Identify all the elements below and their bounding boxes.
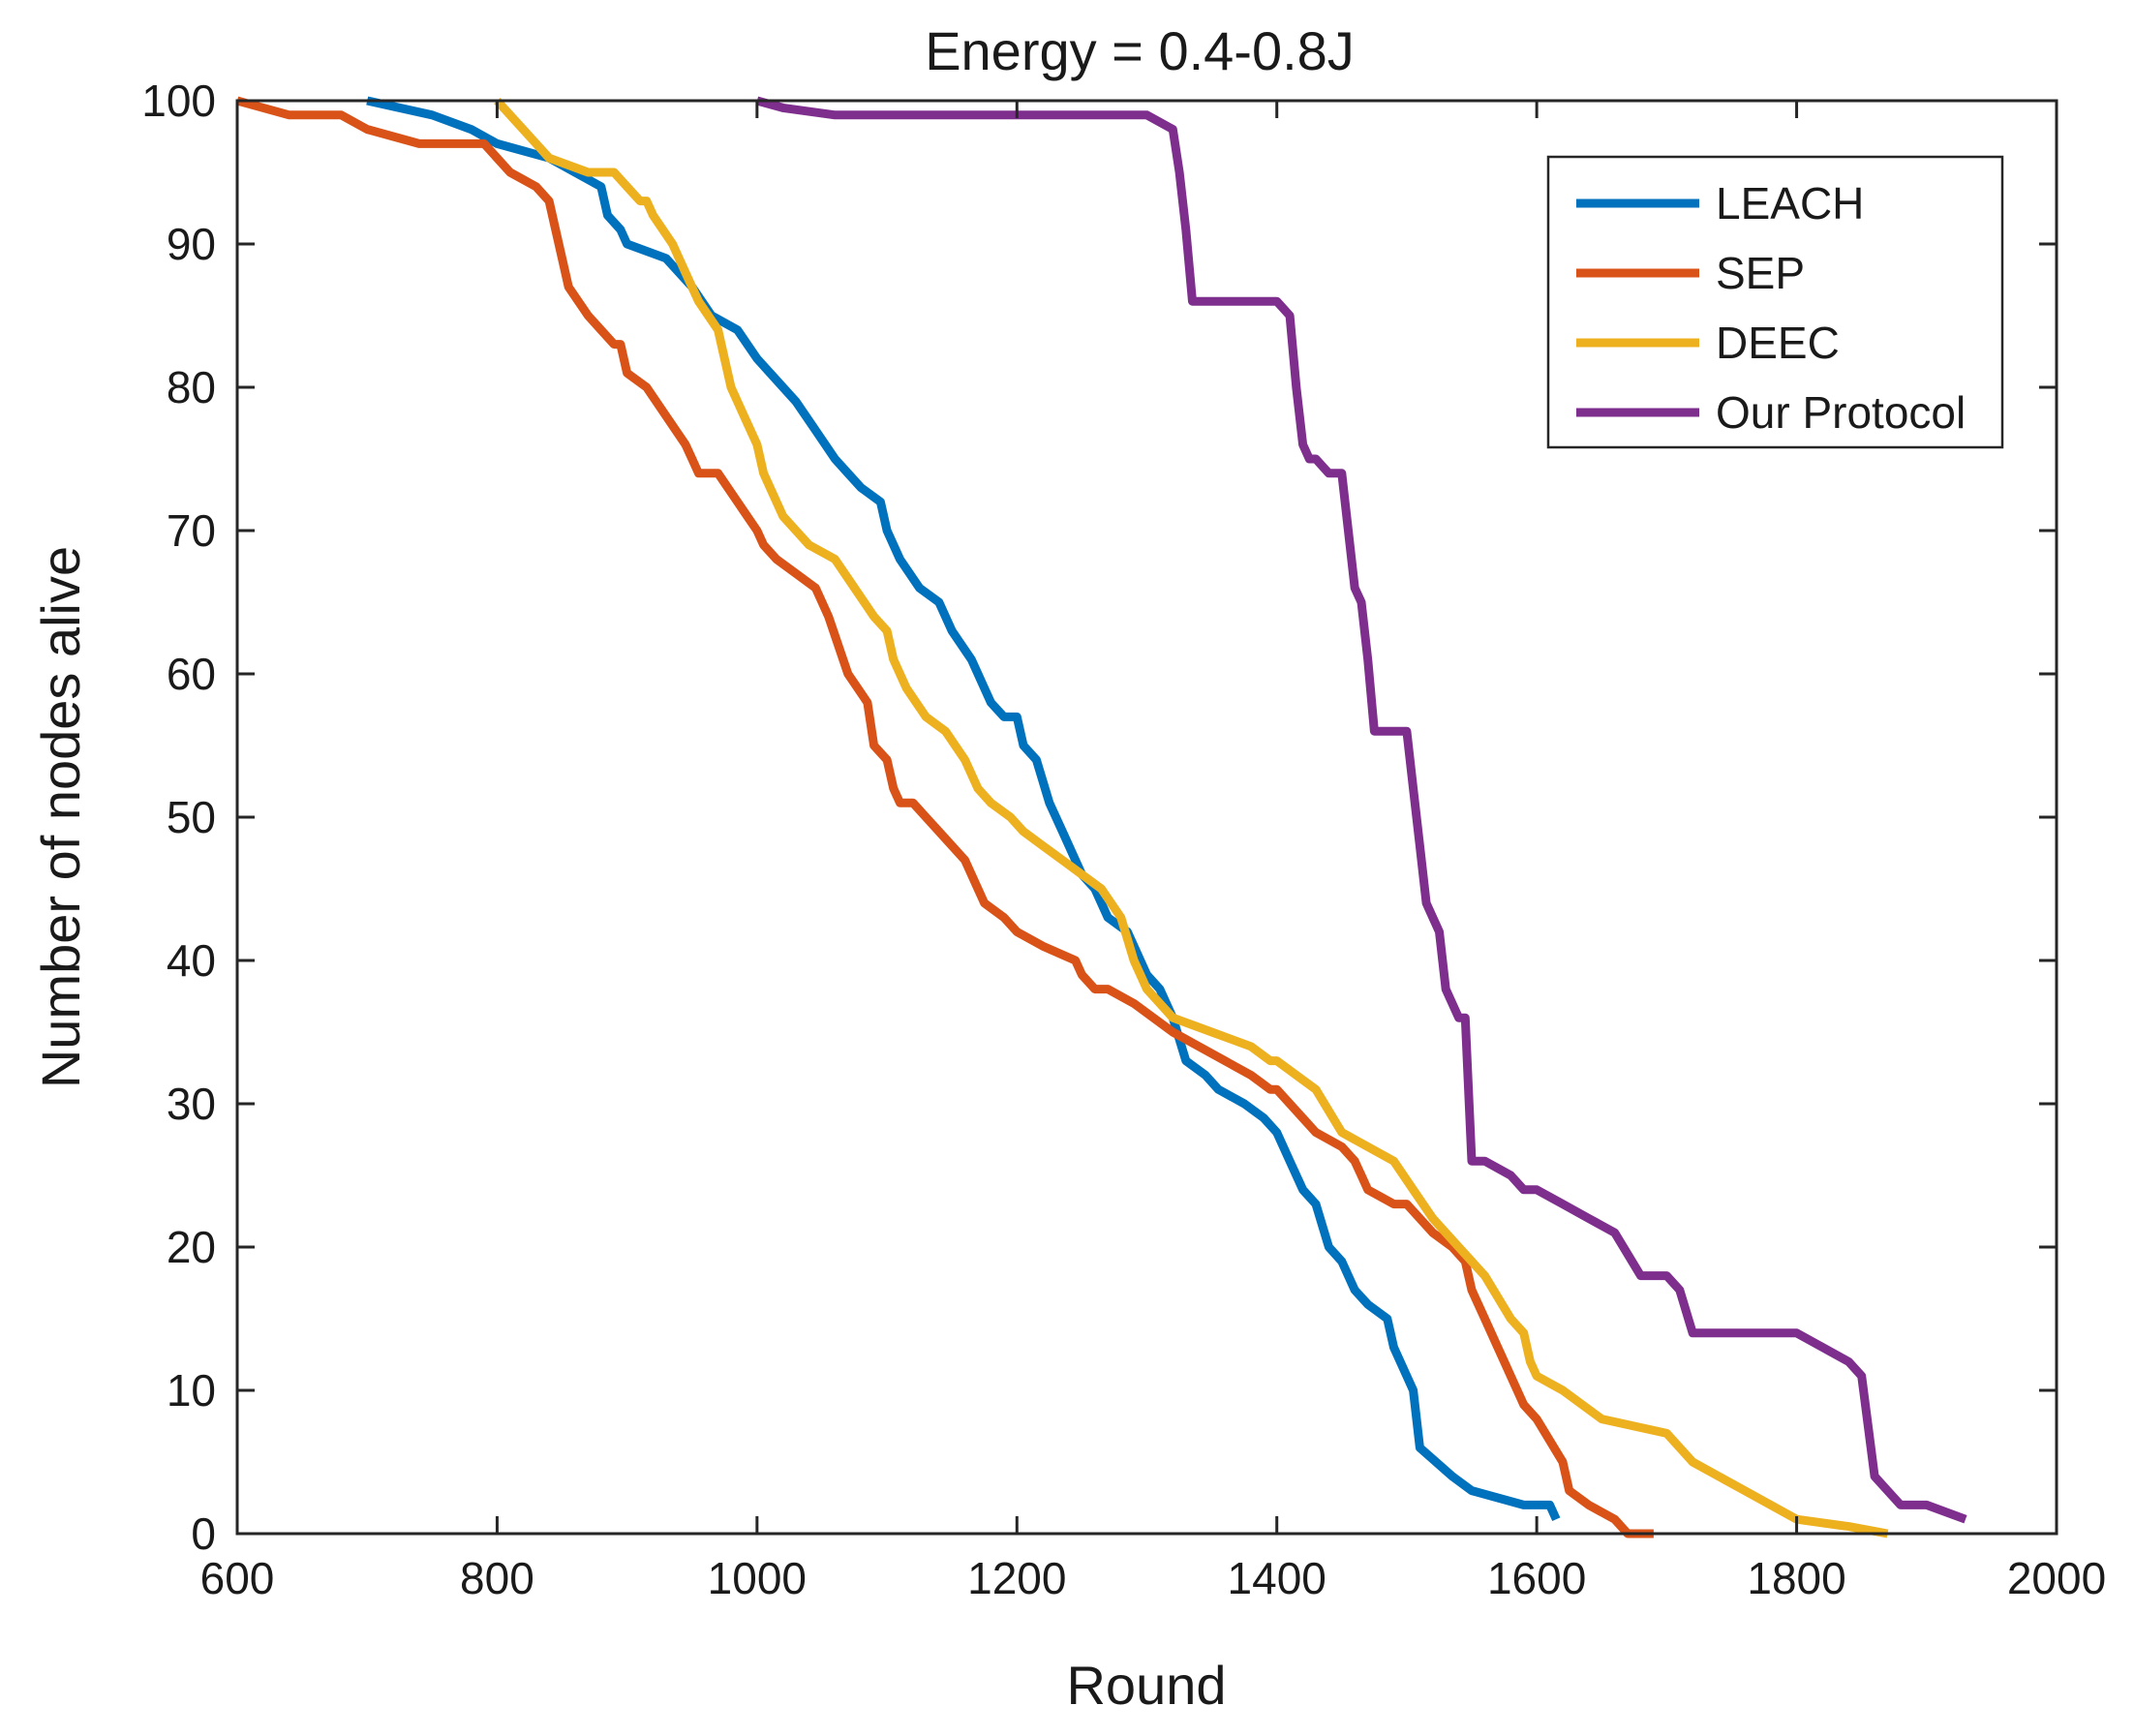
legend-label-2: DEEC <box>1716 318 1840 368</box>
x-tick-label: 1800 <box>1747 1553 1845 1603</box>
y-tick-label: 30 <box>167 1079 216 1129</box>
y-tick-label: 90 <box>167 219 216 269</box>
x-tick-label: 1600 <box>1487 1553 1586 1603</box>
x-tick-label: 600 <box>200 1553 275 1603</box>
series-line-3 <box>755 96 1967 1524</box>
series-layer <box>235 96 1967 1538</box>
y-axis: 0 10 20 30 40 50 60 70 80 90 100 <box>141 76 2057 1559</box>
legend: LEACH SEP DEEC Our Protocol <box>1546 155 2004 449</box>
legend-label-0: LEACH <box>1716 178 1864 228</box>
y-tick-label: 20 <box>167 1222 216 1272</box>
y-tick-label: 70 <box>167 505 216 556</box>
y-tick-label: 100 <box>141 76 216 126</box>
series-line-0 <box>366 96 1561 1522</box>
y-tick-label: 80 <box>167 362 216 412</box>
y-tick-label: 50 <box>167 792 216 842</box>
y-tick-label: 0 <box>191 1508 216 1559</box>
series-line-2 <box>494 97 1889 1538</box>
x-tick-label: 2000 <box>2007 1553 2106 1603</box>
x-axis: 600 800 1000 1200 1400 1600 1800 2000 <box>200 101 2106 1603</box>
y-tick-label: 10 <box>167 1365 216 1416</box>
chart-title: Energy = 0.4-0.8J <box>925 20 1355 81</box>
plot-area: 600 800 1000 1200 1400 1600 1800 2000 0 10 20 30 40… <box>141 76 2106 1603</box>
x-tick-label: 1400 <box>1228 1553 1326 1603</box>
y-tick-label: 60 <box>167 649 216 699</box>
y-tick-label: 40 <box>167 935 216 986</box>
legend-label-3: Our Protocol <box>1716 387 1966 438</box>
legend-label-1: SEP <box>1716 248 1805 298</box>
x-axis-label: Round <box>1066 1655 1226 1716</box>
x-tick-label: 800 <box>460 1553 534 1603</box>
y-axis-label: Number of nodes alive <box>30 546 91 1088</box>
x-tick-label: 1200 <box>967 1553 1066 1603</box>
x-tick-label: 1000 <box>708 1553 807 1603</box>
series-line-1 <box>235 96 1654 1538</box>
